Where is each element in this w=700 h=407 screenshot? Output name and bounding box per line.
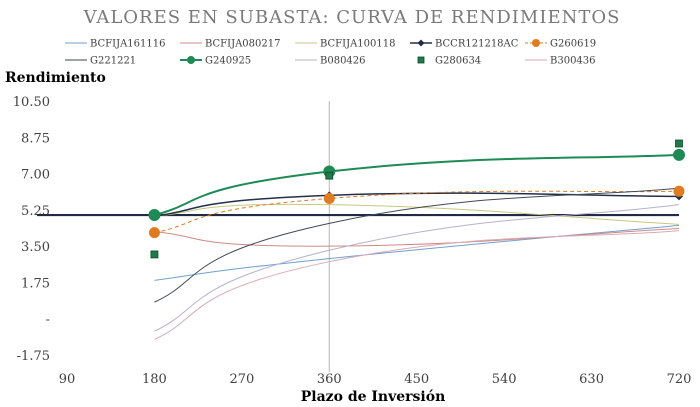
legend-item-bcfija080217: BCFIJA080217 <box>180 39 280 50</box>
x-tick-label: 270 <box>229 372 254 387</box>
data-point-g280634 <box>675 139 683 148</box>
series-line-g260619 <box>154 190 680 234</box>
series-line-bcfija100118 <box>154 203 680 225</box>
y-axis-ticks: 10.50 8.75 7.00 5.25 3.50 1.75 - -1.75 <box>13 95 50 364</box>
series-line-bcfija080217 <box>154 228 680 247</box>
y-axis-title: Rendimiento <box>5 70 106 86</box>
data-point-g260619 <box>323 192 335 204</box>
y-tick-label: -1.75 <box>17 349 50 364</box>
y-tick-label: - <box>46 313 50 328</box>
legend-label-b080426: B080426 <box>320 56 366 67</box>
legend-label-g240925: G240925 <box>205 56 251 67</box>
legend-label-bcfija161116: BCFIJA161116 <box>90 39 165 50</box>
data-point-g260619 <box>148 227 160 239</box>
legend-item-bcfija100118: BCFIJA100118 <box>295 39 395 50</box>
y-tick-label: 3.50 <box>21 240 50 255</box>
legend-marker-g260619 <box>532 39 540 47</box>
legend-label-g280634: G280634 <box>435 56 481 67</box>
legend-marker-g240925 <box>187 56 195 64</box>
legend: BCFIJA161116 BCFIJA080217 BCFIJA100118 BCCR… <box>65 39 596 67</box>
series-markers <box>148 139 685 259</box>
legend-label-bcfija100118: BCFIJA100118 <box>320 39 395 50</box>
y-tick-label: 10.50 <box>13 95 50 110</box>
data-point-g240925 <box>673 148 685 161</box>
y-tick-label: 1.75 <box>21 276 50 291</box>
y-tick-label: 8.75 <box>21 131 50 146</box>
legend-item-g280634: G280634 <box>417 56 481 67</box>
x-axis-ticks: 90 180 270 360 450 540 630 720 <box>59 372 692 387</box>
data-point-g280634 <box>150 250 159 259</box>
legend-label-bccr121218ac: BCCR121218AC <box>435 39 519 50</box>
legend-marker-bccr121218ac <box>417 39 425 47</box>
y-tick-label: 7.00 <box>21 168 50 183</box>
legend-marker-g280634 <box>417 56 425 64</box>
chart-title: VALORES EN SUBASTA: CURVA DE RENDIMIENTO… <box>83 7 621 28</box>
x-tick-label: 360 <box>317 372 342 387</box>
x-tick-label: 90 <box>59 372 76 387</box>
series-line-bcfija161116 <box>154 224 680 281</box>
legend-label-g221221: G221221 <box>90 56 136 67</box>
legend-item-bccr121218ac: BCCR121218AC <box>410 39 519 50</box>
legend-item-g221221: G221221 <box>65 56 136 67</box>
x-tick-label: 630 <box>579 372 604 387</box>
legend-item-b300436: B300436 <box>525 56 596 67</box>
guides <box>37 101 679 372</box>
x-tick-label: 450 <box>404 372 429 387</box>
legend-label-bcfija080217: BCFIJA080217 <box>205 39 280 50</box>
y-tick-label: 5.25 <box>21 204 50 219</box>
series-line-g240925 <box>154 153 680 217</box>
legend-item-g240925: G240925 <box>180 56 251 67</box>
legend-item-b080426: B080426 <box>295 56 366 67</box>
series-line-g221221 <box>154 187 680 303</box>
data-point-g280634 <box>325 171 334 180</box>
series-line-bccr121218ac <box>154 192 680 217</box>
x-axis-title: Plazo de Inversión <box>301 389 446 405</box>
legend-item-g260619: G260619 <box>525 39 596 50</box>
data-point-g260619 <box>673 185 685 197</box>
series-line-b080426 <box>154 204 680 332</box>
series-line-b300436 <box>154 230 680 340</box>
legend-item-bcfija161116: BCFIJA161116 <box>65 39 165 50</box>
x-tick-label: 720 <box>667 372 692 387</box>
legend-label-g260619: G260619 <box>550 39 596 50</box>
data-point-g240925 <box>148 209 161 222</box>
legend-label-b300436: B300436 <box>550 56 596 67</box>
x-tick-label: 180 <box>142 372 167 387</box>
x-tick-label: 540 <box>492 372 517 387</box>
series-lines <box>154 153 680 340</box>
